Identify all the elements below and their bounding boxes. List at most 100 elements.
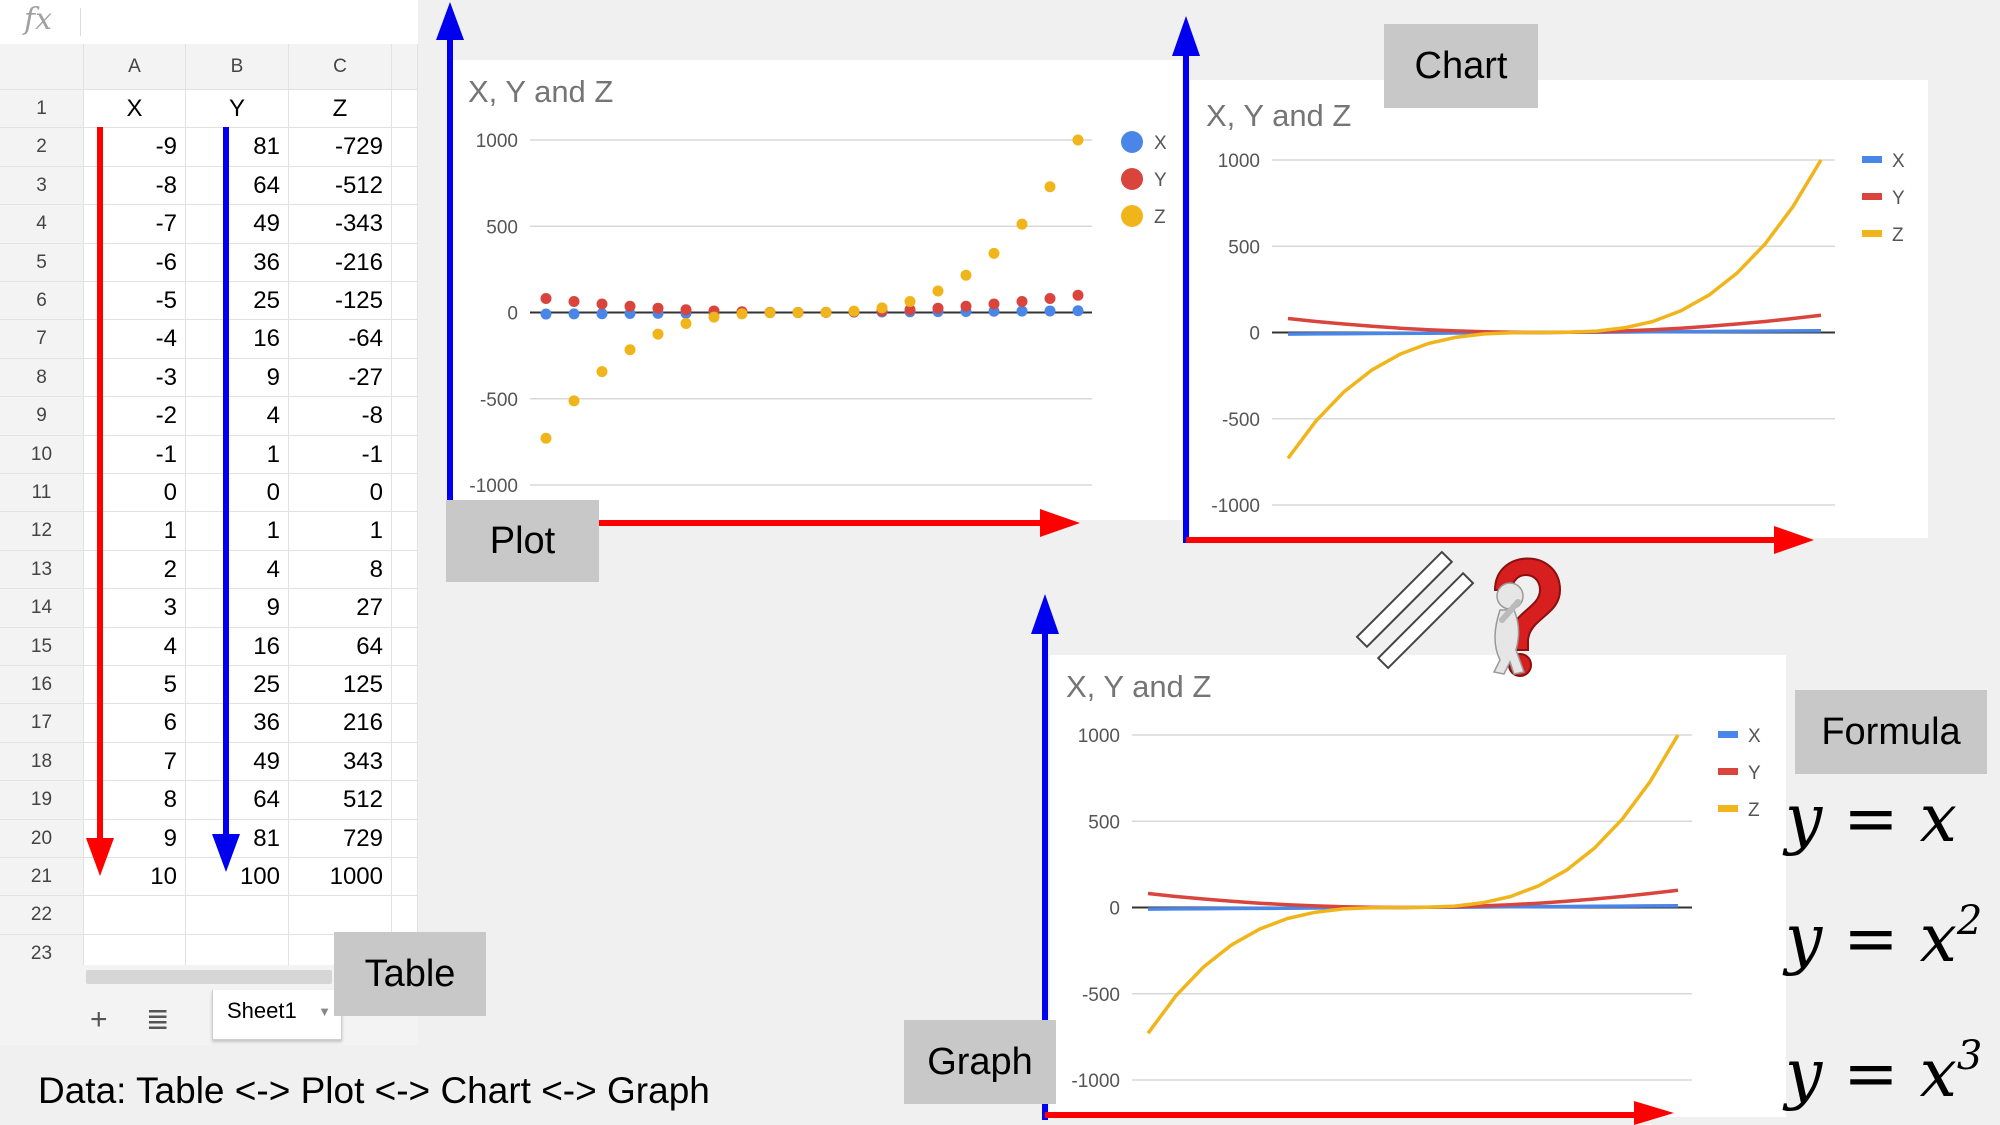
table-cell[interactable]: 1 [84,512,186,551]
table-cell[interactable] [392,435,418,474]
table-cell[interactable]: Y [186,90,289,129]
row-header[interactable]: 9 [0,397,84,436]
table-cell[interactable]: 0 [289,474,392,513]
table-cell[interactable] [392,704,418,743]
table-cell[interactable]: 125 [289,666,392,705]
table-cell[interactable]: X [84,90,186,129]
table-cell[interactable]: 5 [84,666,186,705]
table-cell[interactable]: -343 [289,205,392,244]
table-cell[interactable]: 1 [186,512,289,551]
table-cell[interactable] [392,243,418,282]
table-cell[interactable]: 4 [186,397,289,436]
row-header[interactable]: 7 [0,320,84,359]
table-cell[interactable]: -9 [84,128,186,167]
table-cell[interactable]: -2 [84,397,186,436]
row-header[interactable]: 12 [0,512,84,551]
table-cell[interactable]: 6 [84,704,186,743]
table-cell[interactable]: -125 [289,282,392,321]
table-cell[interactable] [392,166,418,206]
column-header-c[interactable]: C [289,44,392,90]
list-icon[interactable]: ≣ [146,1004,170,1035]
table-cell[interactable]: 49 [186,742,289,782]
row-header[interactable]: 15 [0,627,84,666]
table-cell[interactable]: 16 [186,320,289,359]
table-cell[interactable] [392,742,418,782]
table-cell[interactable]: 1000 [289,858,392,897]
table-cell[interactable]: -8 [289,397,392,436]
table-cell[interactable]: -8 [84,166,186,206]
table-cell[interactable]: -729 [289,128,392,167]
table-cell[interactable] [84,896,186,935]
sheet-tab[interactable]: Sheet1 ▼ [212,990,342,1040]
table-cell[interactable]: 343 [289,742,392,782]
table-cell[interactable]: 729 [289,819,392,858]
table-cell[interactable]: 0 [84,474,186,513]
table-cell[interactable]: 9 [84,819,186,858]
row-header[interactable]: 16 [0,666,84,705]
table-cell[interactable]: Z [289,90,392,129]
table-cell[interactable] [392,512,418,551]
table-cell[interactable] [392,666,418,705]
table-cell[interactable] [392,858,418,897]
row-header[interactable]: 19 [0,781,84,820]
formula-bar[interactable]: fx [0,0,418,45]
table-cell[interactable]: 3 [84,589,186,628]
table-cell[interactable]: 64 [186,781,289,820]
row-header[interactable]: 17 [0,704,84,743]
table-cell[interactable]: 2 [84,550,186,590]
row-header[interactable]: 10 [0,435,84,474]
table-cell[interactable]: 16 [186,627,289,666]
row-header[interactable]: 11 [0,474,84,513]
row-header[interactable]: 2 [0,128,84,167]
table-cell[interactable]: 4 [84,627,186,666]
row-header[interactable]: 21 [0,858,84,897]
row-header[interactable]: 22 [0,896,84,935]
table-cell[interactable]: 25 [186,282,289,321]
table-cell[interactable] [392,320,418,359]
table-cell[interactable]: 64 [289,627,392,666]
table-cell[interactable]: -5 [84,282,186,321]
table-cell[interactable]: 36 [186,704,289,743]
row-header[interactable]: 1 [0,90,84,129]
table-cell[interactable]: 8 [289,550,392,590]
table-cell[interactable]: 1 [289,512,392,551]
table-cell[interactable] [392,819,418,858]
table-cell[interactable]: 100 [186,858,289,897]
table-cell[interactable]: 81 [186,819,289,858]
row-header[interactable]: 18 [0,742,84,782]
table-cell[interactable] [392,397,418,436]
column-header-a[interactable]: A [84,44,186,90]
horizontal-scrollbar[interactable] [86,970,332,984]
row-header[interactable]: 8 [0,358,84,398]
column-header-b[interactable]: B [186,44,289,90]
table-cell[interactable]: -6 [84,243,186,282]
table-cell[interactable]: -27 [289,358,392,398]
table-cell[interactable]: 0 [186,474,289,513]
table-cell[interactable]: -216 [289,243,392,282]
table-cell[interactable]: 9 [186,589,289,628]
row-header[interactable]: 6 [0,282,84,321]
row-header[interactable]: 3 [0,166,84,206]
table-cell[interactable]: 25 [186,666,289,705]
table-cell[interactable]: -1 [289,435,392,474]
row-header[interactable]: 13 [0,550,84,590]
table-cell[interactable]: 49 [186,205,289,244]
table-cell[interactable] [392,90,418,129]
table-cell[interactable]: -512 [289,166,392,206]
table-cell[interactable] [392,128,418,167]
table-cell[interactable] [392,282,418,321]
table-cell[interactable] [392,627,418,666]
table-cell[interactable]: 8 [84,781,186,820]
table-cell[interactable]: -7 [84,205,186,244]
table-cell[interactable]: 27 [289,589,392,628]
plus-icon[interactable]: + [90,1003,108,1036]
row-header[interactable]: 20 [0,819,84,858]
table-cell[interactable]: 4 [186,550,289,590]
table-cell[interactable]: 9 [186,358,289,398]
row-header[interactable]: 4 [0,205,84,244]
table-cell[interactable] [392,358,418,398]
table-cell[interactable]: 512 [289,781,392,820]
table-cell[interactable]: 7 [84,742,186,782]
table-cell[interactable] [392,781,418,820]
table-cell[interactable] [392,474,418,513]
